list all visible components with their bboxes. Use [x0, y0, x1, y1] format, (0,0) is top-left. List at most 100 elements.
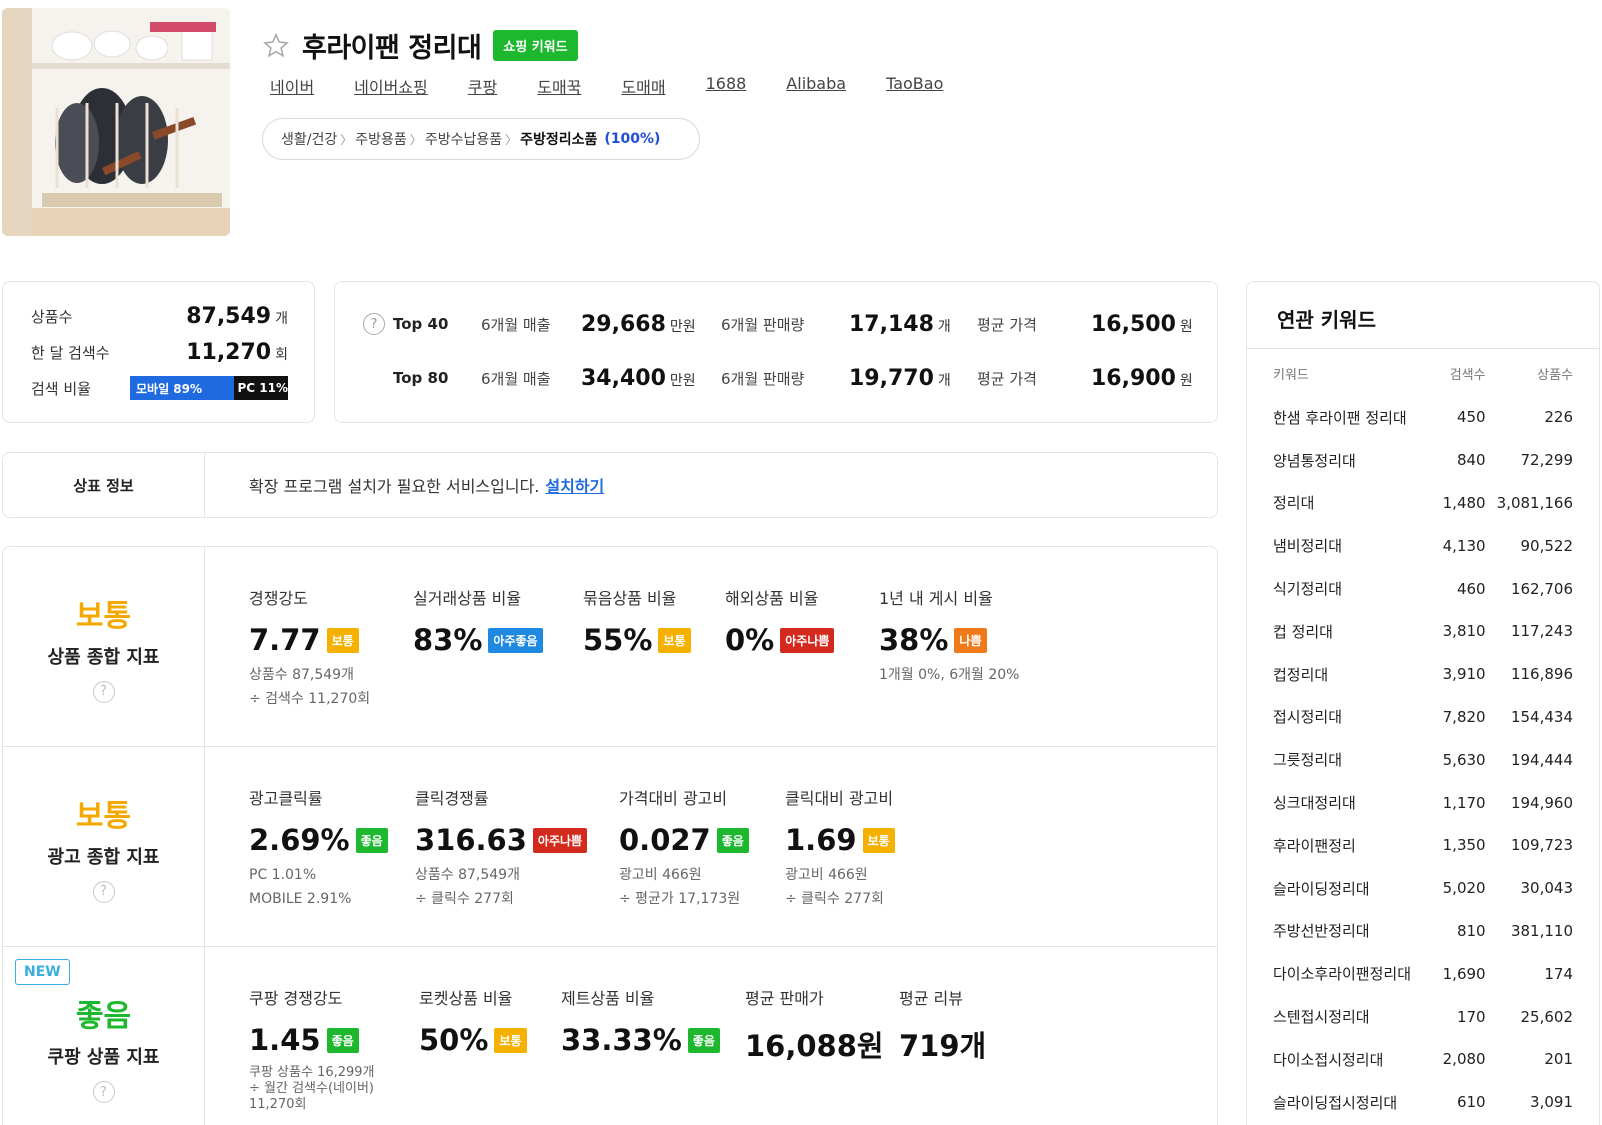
- keyword-cell[interactable]: 그릇정리대: [1273, 751, 1343, 770]
- keyword-cell[interactable]: 슬라이딩접시정리대: [1273, 1093, 1398, 1112]
- metric-click-ad-cost: 클릭대비 광고비 1.69 보통 광고비 466원 ÷ 클릭수 277회: [785, 789, 895, 907]
- col-products[interactable]: 상품수: [1537, 367, 1573, 383]
- related-keyword-row[interactable]: 접시정리대 7,820 154,434: [1247, 696, 1599, 739]
- metric-group-name: 상품 종합 지표: [47, 646, 160, 668]
- related-keyword-row[interactable]: 한샘 후라이팬 정리대 450 226: [1247, 396, 1599, 439]
- col-search[interactable]: 검색수: [1449, 367, 1486, 383]
- category-breadcrumb: 생활/건강 〉 주방용품 〉 주방수납용품 〉 주방정리소품 (100%): [262, 118, 700, 160]
- keyword-cell[interactable]: 정리대: [1273, 494, 1315, 513]
- keyword-cell[interactable]: 접시정리대: [1273, 708, 1343, 727]
- related-keyword-row[interactable]: 다이소접시정리대 2,080 201: [1247, 1038, 1599, 1081]
- status-badge: 보통: [862, 827, 895, 853]
- link-alibaba[interactable]: Alibaba: [786, 74, 847, 93]
- keyword-cell[interactable]: 컵정리대: [1273, 665, 1329, 684]
- related-keyword-row[interactable]: 슬라이딩접시정리대 610 3,091: [1247, 1081, 1599, 1124]
- keyword-cell[interactable]: 스텐접시정리대: [1273, 1008, 1370, 1027]
- metric-price-ad-cost: 가격대비 광고비 0.027 좋음 광고비 466원 ÷ 평균가 17,173원: [619, 785, 749, 911]
- related-keyword-row[interactable]: 컵정리대 3,910 116,896: [1247, 653, 1599, 696]
- product-metrics-section: 보통 상품 종합 지표 ? 경쟁강도 7.77 보통 상품수 87,549개 ÷ 검…: [3, 547, 1217, 747]
- keyword-cell[interactable]: 슬라이딩정리대: [1273, 879, 1370, 898]
- keyword-cell[interactable]: 양념통정리대: [1273, 451, 1356, 470]
- star-icon[interactable]: [262, 32, 290, 60]
- products-cell: 90,522: [1520, 536, 1574, 555]
- help-icon[interactable]: ?: [92, 880, 115, 903]
- search-links: 네이버 네이버쇼핑 쿠팡 도매꾹 도매매 1688 Alibaba TaoBao: [270, 74, 943, 98]
- metric-coupang-competition: 쿠팡 경쟁강도 1.45 좋음 쿠팡 상품수 16,299개 ÷ 월간 검색수(네이…: [249, 989, 375, 1112]
- related-keyword-row[interactable]: 다이소후라이팬정리대 1,690 174: [1247, 952, 1599, 995]
- products-cell: 381,110: [1510, 921, 1573, 940]
- link-domeme[interactable]: 도매매: [621, 78, 666, 97]
- products-cell: 226: [1544, 408, 1573, 427]
- help-icon[interactable]: ?: [92, 1081, 115, 1103]
- link-naver-shopping[interactable]: 네이버쇼핑: [354, 78, 428, 97]
- qty-value: 19,770 개: [849, 365, 951, 391]
- related-keyword-row[interactable]: 냄비정리대 4,130 90,522: [1247, 524, 1599, 567]
- keyword-cell[interactable]: 컵 정리대: [1273, 622, 1333, 641]
- keyword-cell[interactable]: 냄비정리대: [1273, 537, 1343, 556]
- metric-real-trade-ratio: 실거래상품 비율 83% 아주좋음: [413, 585, 543, 657]
- related-keyword-row[interactable]: 싱크대정리대 1,170 194,960: [1247, 781, 1599, 824]
- search-cell: 3,810: [1442, 622, 1486, 641]
- keyword-cell[interactable]: 싱크대정리대: [1273, 794, 1356, 813]
- search-cell: 610: [1456, 1093, 1486, 1112]
- search-cell: 170: [1456, 1007, 1486, 1026]
- link-domeggook[interactable]: 도매꾹: [537, 78, 582, 97]
- products-cell: 154,434: [1510, 707, 1573, 726]
- product-summary: 보통 상품 종합 지표 ?: [3, 547, 205, 746]
- help-icon[interactable]: ?: [363, 313, 385, 335]
- price-value: 16,500 원: [1091, 311, 1193, 337]
- status-badge: 보통: [326, 627, 359, 653]
- related-keyword-row[interactable]: 양념통정리대 840 72,299: [1247, 439, 1599, 482]
- status-badge: 보통: [494, 1027, 527, 1053]
- search-cell: 5,020: [1442, 879, 1486, 898]
- help-icon[interactable]: ?: [92, 680, 115, 703]
- status-badge: 좋음: [687, 1027, 720, 1053]
- keyword-cell[interactable]: 다이소후라이팬정리대: [1273, 965, 1412, 984]
- keyword-cell[interactable]: 다이소접시정리대: [1273, 1050, 1384, 1069]
- related-keyword-row[interactable]: 스텐접시정리대 170 25,602: [1247, 995, 1599, 1038]
- trademark-message: 확장 프로그램 설치가 필요한 서비스입니다. 설치하기: [249, 477, 605, 496]
- products-cell: 3,081,166: [1496, 493, 1573, 512]
- products-cell: 3,091: [1530, 1093, 1573, 1112]
- products-cell: 162,706: [1510, 579, 1573, 598]
- metric-click-competition: 클릭경쟁률 316.63 아주나쁨 상품수 87,549개 ÷ 클릭수 277회: [415, 785, 588, 911]
- metric-rocket-ratio: 로켓상품 비율 50% 보통: [419, 985, 527, 1057]
- keyword-cell[interactable]: 주방선반정리대: [1273, 922, 1370, 941]
- metric-bundle-ratio: 묶음상품 비율 55% 보통: [583, 585, 691, 657]
- related-keyword-row[interactable]: 후라이팬정리 1,350 109,723: [1247, 824, 1599, 867]
- related-keyword-row[interactable]: 슬라이딩정리대 5,020 30,043: [1247, 867, 1599, 910]
- sales-label: 6개월 매출: [481, 315, 551, 334]
- metric-group-name: 쿠팡 상품 지표: [47, 1047, 160, 1068]
- new-badge: NEW: [15, 959, 70, 985]
- product-count-value: 87,549 개: [186, 303, 288, 329]
- link-naver[interactable]: 네이버: [270, 78, 315, 97]
- qty-label: 6개월 판매량: [721, 369, 805, 388]
- chevron-right-icon: 〉: [505, 132, 518, 147]
- install-link[interactable]: 설치하기: [545, 477, 605, 496]
- related-keywords-header: 키워드 검색수 상품수: [1247, 348, 1599, 397]
- search-cell: 460: [1456, 579, 1486, 598]
- related-keyword-row[interactable]: 주방선반정리대 810 381,110: [1247, 910, 1599, 953]
- keyword-cell[interactable]: 식기정리대: [1273, 580, 1343, 599]
- link-taobao[interactable]: TaoBao: [886, 74, 944, 93]
- related-keywords-title: 연관 키워드: [1277, 308, 1376, 332]
- summary-card: 상품수 87,549 개 한 달 검색수 11,270 회 검색 비율 모바일 89…: [2, 281, 315, 423]
- mobile-ratio-segment: 모바일 89%: [130, 376, 235, 400]
- col-keyword[interactable]: 키워드: [1273, 367, 1309, 383]
- link-1688[interactable]: 1688: [705, 74, 747, 93]
- related-keyword-row[interactable]: 그릇정리대 5,630 194,444: [1247, 738, 1599, 781]
- breadcrumb-item: 주방용품: [355, 132, 407, 148]
- top-label: Top 80: [393, 369, 449, 387]
- products-cell: 30,043: [1520, 879, 1574, 898]
- link-coupang[interactable]: 쿠팡: [467, 78, 498, 97]
- keyword-cell[interactable]: 한샘 후라이팬 정리대: [1273, 408, 1407, 427]
- keyword-cell[interactable]: 후라이팬정리: [1273, 836, 1356, 855]
- ad-metrics-section: 보통 광고 종합 지표 ? 광고클릭률 2.69% 좋음 PC 1.01% MOBI…: [3, 747, 1217, 947]
- products-cell: 174: [1544, 964, 1573, 983]
- status-badge: 좋음: [326, 1027, 359, 1053]
- search-cell: 4,130: [1442, 536, 1486, 555]
- metric-avg-review: 평균 리뷰 719개: [899, 989, 987, 1063]
- related-keyword-row[interactable]: 식기정리대 460 162,706: [1247, 567, 1599, 610]
- related-keyword-row[interactable]: 컵 정리대 3,810 117,243: [1247, 610, 1599, 653]
- related-keyword-row[interactable]: 정리대 1,480 3,081,166: [1247, 482, 1599, 525]
